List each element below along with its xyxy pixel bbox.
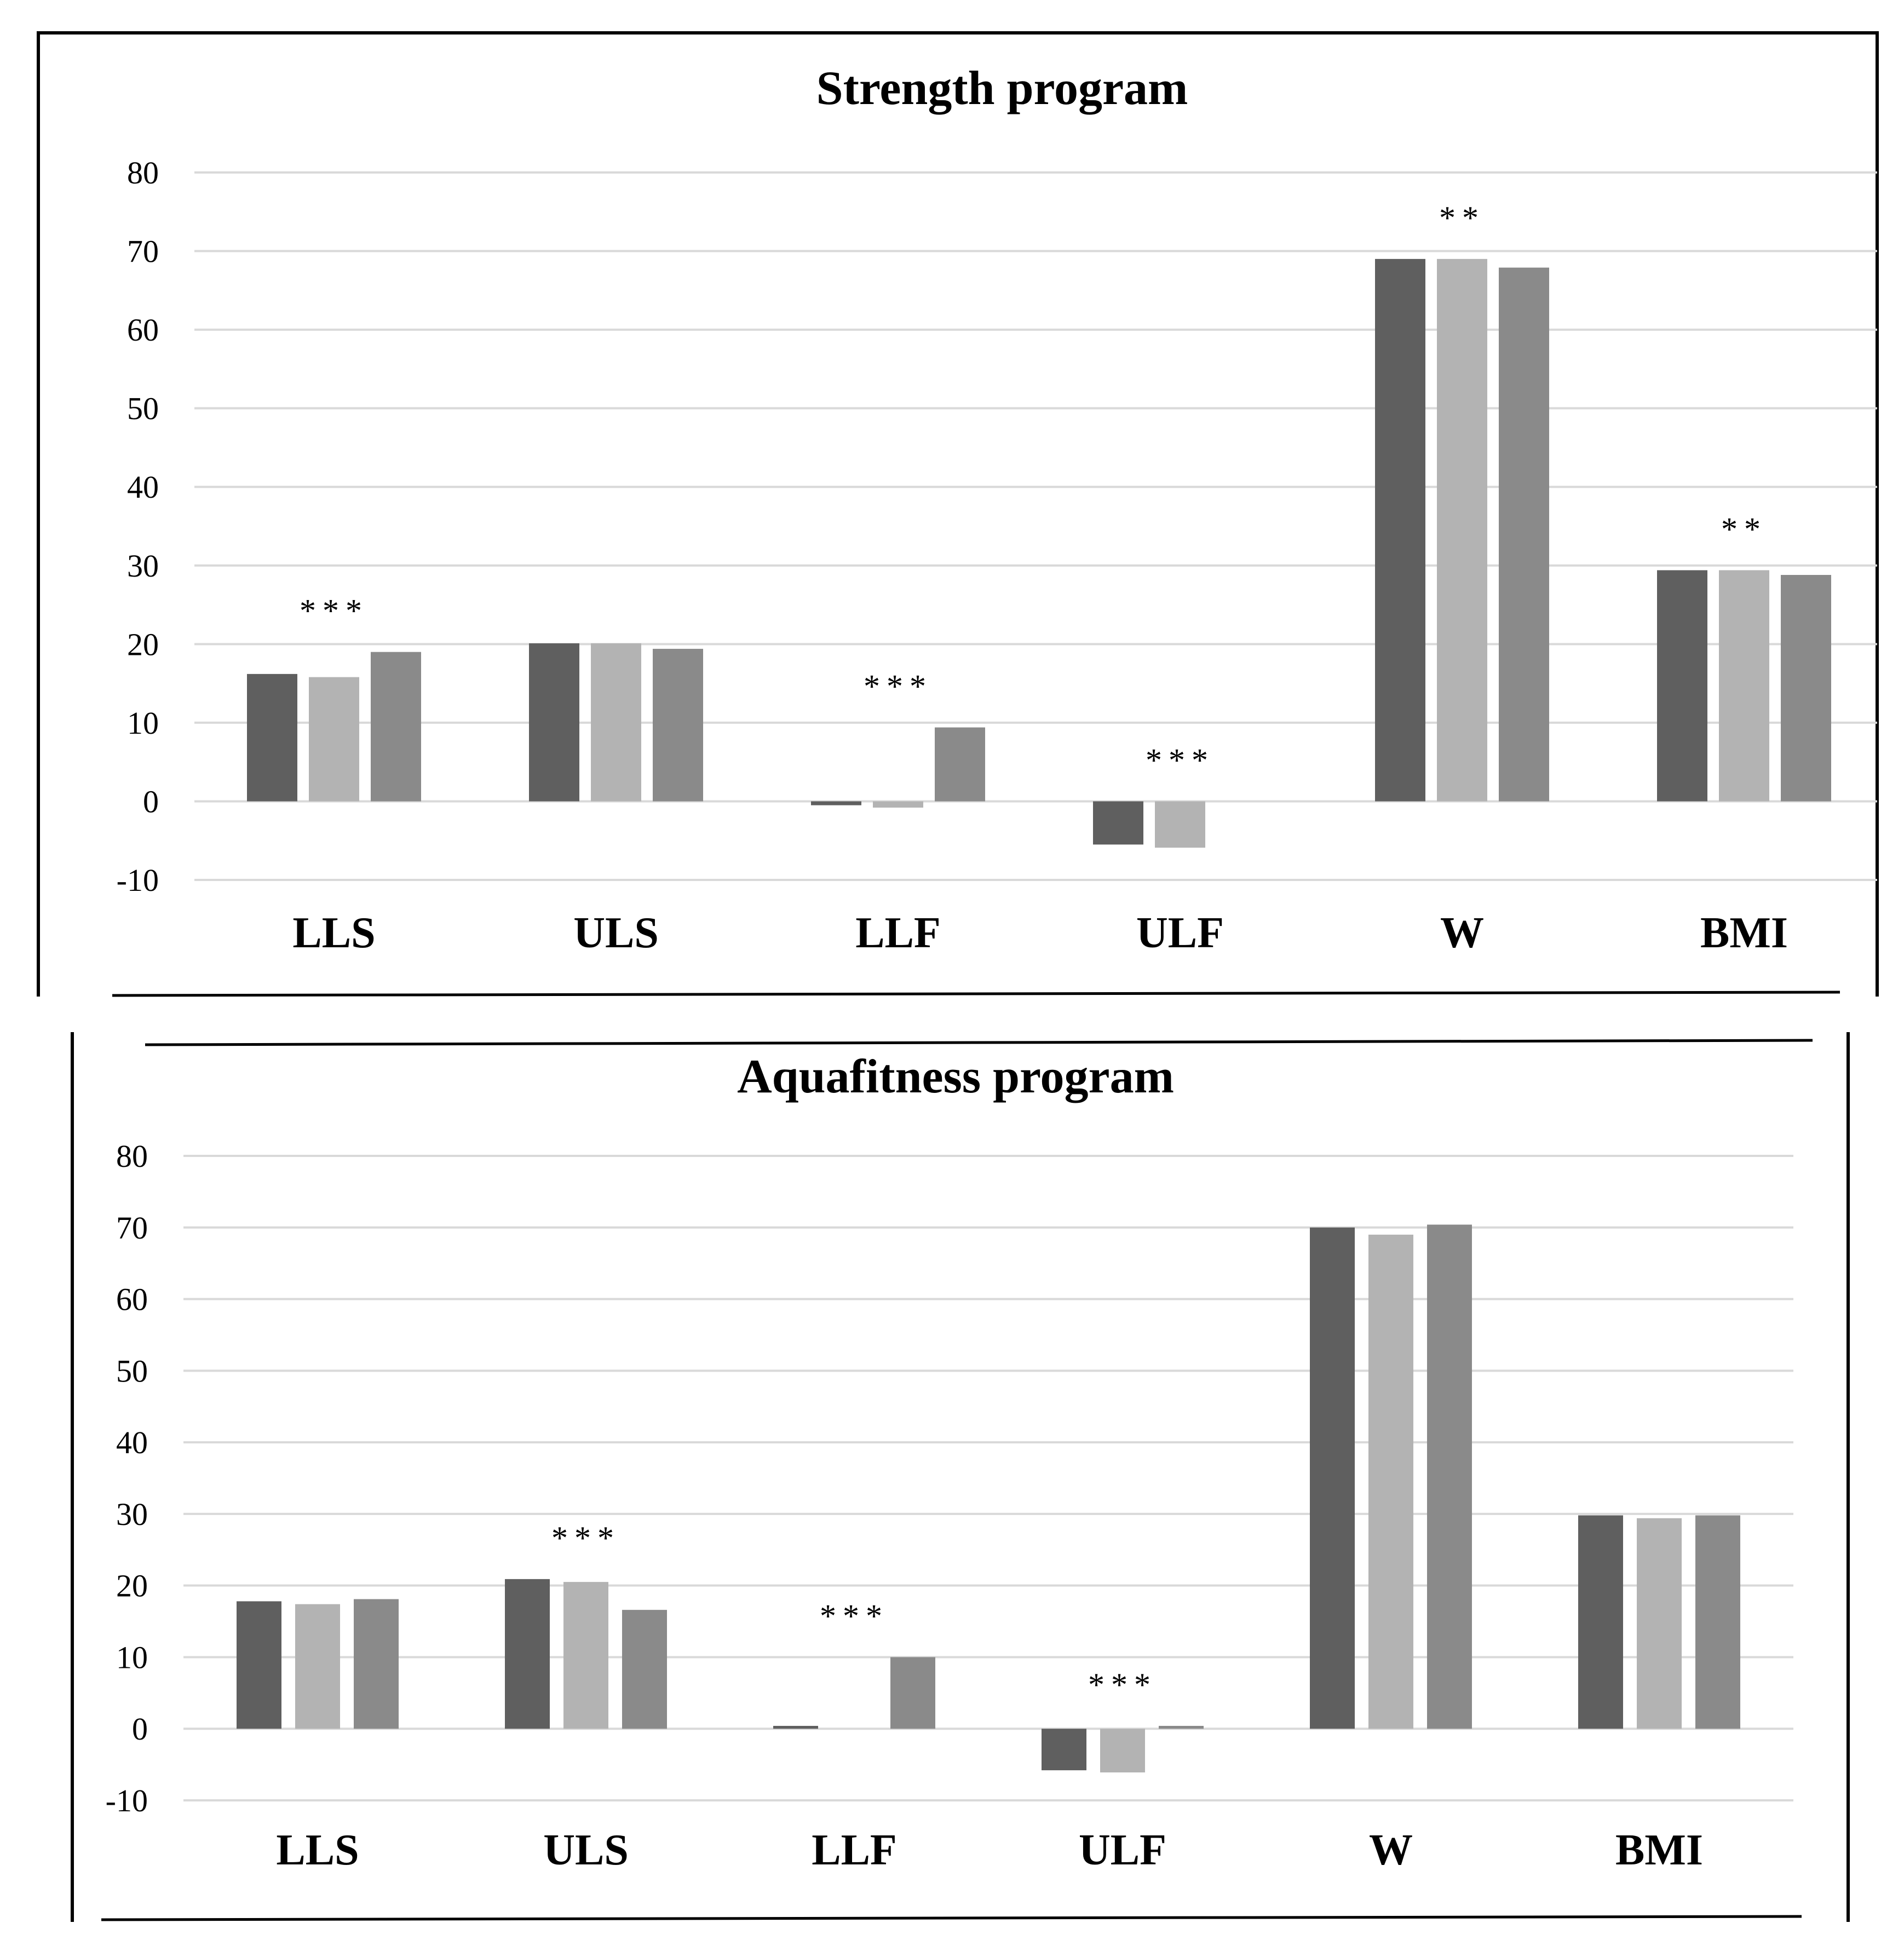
- x-axis-label: ULS: [543, 1826, 629, 1874]
- y-tick-label: 20: [116, 1568, 148, 1604]
- bar-w-series-2: [1368, 1234, 1413, 1729]
- y-tick-label: 50: [127, 391, 159, 427]
- bar-lls-series-3: [354, 1599, 399, 1729]
- bar-bmi-series-3: [1781, 575, 1831, 802]
- y-tick-label: 20: [127, 626, 159, 662]
- y-tick-label: 80: [116, 1138, 148, 1174]
- aquafitness-frame-bottom-line: [101, 1915, 1802, 1921]
- bar-ulf-series-3: [1159, 1725, 1204, 1729]
- bars: [247, 258, 1831, 848]
- bar-uls-series-3: [653, 648, 703, 802]
- significance-markers: *** *** ***: [551, 1520, 1157, 1703]
- aquafitness-chart-frame: [71, 1032, 1850, 1922]
- strength-program-chart: Strength program 80 70 60 50 40 30 20 10 0 -10 **…: [117, 62, 1877, 957]
- strength-frame-outline: [37, 31, 1879, 997]
- bars: [237, 1224, 1740, 1772]
- strength-frame-bottom-line: [112, 991, 1840, 997]
- bar-llf-series-3: [890, 1657, 935, 1729]
- bar-lls-series-3: [371, 652, 421, 802]
- bar-bmi-series-2: [1719, 570, 1769, 802]
- y-tick-label: -10: [117, 862, 159, 898]
- x-axis-label: ULS: [573, 909, 659, 957]
- significance-marker: ***: [864, 669, 933, 705]
- bar-ulf-series-1: [1093, 801, 1143, 845]
- x-axis-label: BMI: [1615, 1826, 1703, 1874]
- significance-marker: **: [1721, 511, 1767, 547]
- y-tick-label: 80: [127, 155, 159, 191]
- significance-marker: ***: [820, 1598, 889, 1634]
- y-axis-ticks: 80 70 60 50 40 30 20 10 0 -10: [106, 1138, 148, 1818]
- aquafitness-program-chart: Aquafitness program 80 70 60 50 40 30 20 10 0 -10…: [106, 1050, 1793, 1874]
- x-axis-label: W: [1440, 909, 1484, 957]
- gridlines: [194, 171, 1877, 881]
- y-tick-label: 30: [116, 1496, 148, 1532]
- bar-llf-series-1: [773, 1725, 818, 1729]
- bar-lls-series-2: [309, 677, 359, 802]
- bar-uls-series-3: [622, 1610, 667, 1729]
- y-tick-label: 40: [116, 1425, 148, 1460]
- bar-ulf-series-2: [1155, 801, 1205, 848]
- significance-marker: ***: [1088, 1667, 1157, 1703]
- y-tick-label: 60: [127, 312, 159, 348]
- y-tick-label: 0: [143, 784, 159, 819]
- y-tick-label: 30: [127, 548, 159, 584]
- x-axis-label: LLF: [812, 1826, 897, 1874]
- bar-w-series-3: [1499, 267, 1549, 802]
- bar-uls-series-1: [529, 643, 579, 802]
- bar-lls-series-2: [295, 1604, 340, 1729]
- x-axis-label: LLS: [276, 1826, 359, 1874]
- significance-marker: ***: [300, 593, 369, 629]
- x-axis-labels: LLS ULS LLF ULF W BMI: [276, 1826, 1703, 1874]
- x-axis-labels: LLS ULS LLF ULF W BMI: [292, 909, 1788, 957]
- x-axis-label: LLS: [292, 909, 375, 957]
- bar-w-series-2: [1437, 258, 1487, 802]
- x-axis-label: ULF: [1136, 909, 1224, 957]
- y-axis-ticks: 80 70 60 50 40 30 20 10 0 -10: [117, 155, 159, 898]
- x-axis-label: LLF: [855, 909, 941, 957]
- bar-bmi-series-1: [1657, 570, 1707, 802]
- y-tick-label: 60: [116, 1282, 148, 1317]
- bar-ulf-series-2: [1100, 1729, 1145, 1772]
- aquafitness-frame-top-line: [145, 1039, 1813, 1046]
- bar-llf-series-1: [811, 801, 861, 805]
- bar-w-series-3: [1427, 1224, 1472, 1729]
- y-tick-label: 40: [127, 469, 159, 505]
- bar-ulf-series-1: [1042, 1729, 1086, 1771]
- bar-llf-series-2: [873, 801, 923, 808]
- bar-bmi-series-3: [1695, 1515, 1740, 1729]
- significance-marker: ***: [551, 1520, 620, 1556]
- y-tick-label: 70: [127, 234, 159, 269]
- y-tick-label: 0: [132, 1711, 148, 1747]
- bar-w-series-1: [1310, 1227, 1355, 1729]
- y-tick-label: 10: [127, 705, 159, 741]
- x-axis-label: ULF: [1079, 1826, 1166, 1874]
- gridlines: [183, 1155, 1793, 1801]
- x-axis-label: BMI: [1700, 909, 1788, 957]
- chart-title: Strength program: [816, 62, 1188, 115]
- y-tick-label: -10: [106, 1783, 148, 1818]
- bar-w-series-1: [1375, 258, 1425, 802]
- bar-uls-series-2: [591, 643, 641, 802]
- chart-title: Aquafitness program: [737, 1050, 1174, 1103]
- strength-chart-frame: [37, 31, 1879, 997]
- significance-marker: ***: [1146, 742, 1215, 778]
- significance-marker: **: [1439, 200, 1485, 236]
- bar-bmi-series-1: [1578, 1515, 1623, 1729]
- bar-lls-series-1: [237, 1601, 281, 1729]
- bar-bmi-series-2: [1637, 1518, 1682, 1729]
- bar-llf-series-3: [935, 727, 985, 802]
- y-tick-label: 10: [116, 1639, 148, 1675]
- significance-markers: *************: [300, 200, 1767, 779]
- y-tick-label: 50: [116, 1353, 148, 1389]
- bar-lls-series-1: [247, 673, 297, 802]
- bar-uls-series-1: [505, 1579, 550, 1729]
- bar-uls-series-2: [563, 1582, 608, 1729]
- y-tick-label: 70: [116, 1210, 148, 1246]
- x-axis-label: W: [1369, 1826, 1413, 1874]
